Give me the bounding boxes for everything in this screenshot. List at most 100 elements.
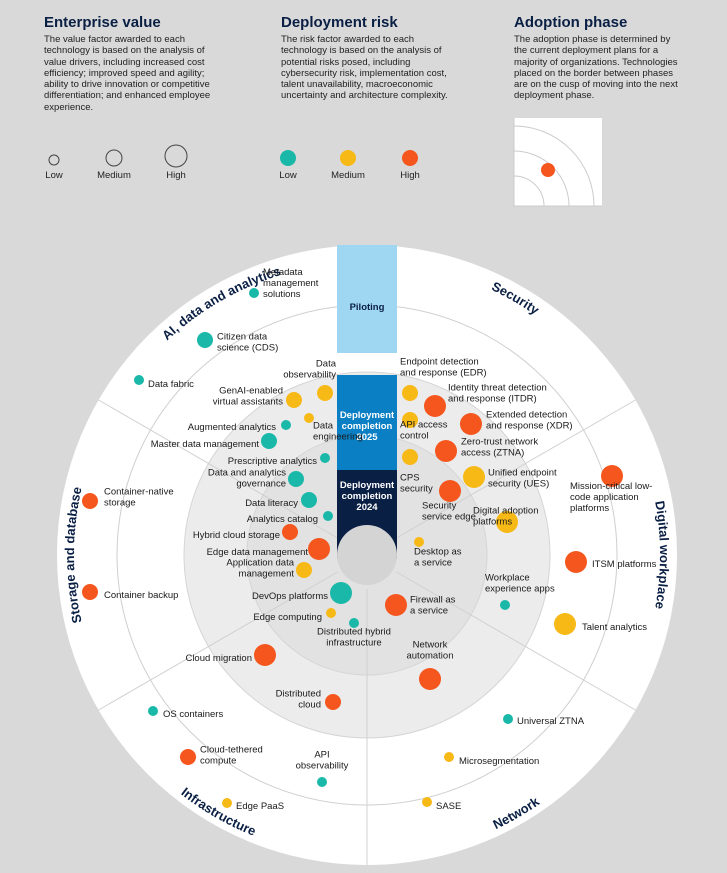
label-data-observability: Data observability — [283, 359, 337, 381]
label-line: Analytics catalog — [247, 514, 318, 525]
phase-label-line: completion — [342, 421, 393, 432]
value-high-label: High — [166, 170, 186, 181]
label-line: Firewall as — [410, 595, 456, 606]
label-line: SASE — [436, 801, 461, 812]
risk-low-circle — [280, 150, 296, 166]
label-data-engineering: Data engineering — [313, 421, 363, 443]
dot-hybrid-cloud-storage — [282, 524, 298, 540]
dot-data-literacy — [301, 492, 317, 508]
label-edge-paas: Edge PaaS — [236, 801, 284, 812]
label-line: Zero-trust network — [461, 437, 538, 448]
dot-firewall-as-a-service — [385, 594, 407, 616]
label-line: Data literacy — [245, 498, 298, 509]
label-line: Edge data management — [207, 547, 309, 558]
label-desktop-as-a-service: Desktop as a service — [414, 547, 462, 569]
value-medium-circle — [105, 149, 123, 167]
dot-metadata-management-solutions — [249, 288, 259, 298]
label-line: Data and analytics — [208, 468, 286, 479]
label-line: a service — [414, 558, 452, 569]
dot-api-access-control — [402, 412, 418, 428]
label-line: cloud — [298, 700, 321, 711]
label-line: infrastructure — [326, 638, 381, 649]
dot-edge-computing — [326, 608, 336, 618]
label-line: Endpoint detection — [400, 357, 479, 368]
label-line: Cloud migration — [185, 653, 252, 664]
label-line: Metadata — [263, 267, 303, 278]
sector-divider — [396, 399, 636, 539]
sector-divider — [98, 571, 338, 711]
dot-extended-detection-and-response-xdr — [460, 413, 482, 435]
label-firewall-as-a-service: Firewall as a service — [410, 595, 456, 617]
label-line: Microsegmentation — [459, 756, 539, 767]
phase-example-axis — [513, 118, 602, 207]
legend-deployment-risk: Deployment risk The risk factor awarded … — [281, 14, 459, 102]
label-line: automation — [406, 651, 453, 662]
label-line: DevOps platforms — [252, 591, 328, 602]
label-line: Hybrid cloud storage — [193, 530, 280, 541]
label-line: experience apps — [485, 584, 555, 595]
label-universal-ztna: Universal ZTNA — [517, 716, 585, 727]
dot-master-data-management — [261, 433, 277, 449]
label-endpoint-detection-and-response-edr: Endpoint detection and response (EDR) — [400, 357, 487, 379]
label-mission-critical-low-code-application-platforms: Mission-critical low-code application pla… — [570, 481, 652, 514]
label-line: management — [263, 278, 319, 289]
dot-zero-trust-network-access-ztna — [435, 440, 457, 462]
phase-example-arc — [513, 175, 545, 207]
dot-devops-platforms — [330, 582, 352, 604]
value-low-circle — [48, 154, 60, 166]
dot-itsm-platforms — [565, 551, 587, 573]
label-line: Edge computing — [253, 612, 322, 623]
label-unified-endpoint-security-ues: Unified endpoint security (UES) — [488, 468, 557, 490]
label-line: Augmented analytics — [188, 422, 276, 433]
label-devops-platforms: DevOps platforms — [252, 591, 328, 602]
dot-augmented-analytics — [281, 420, 291, 430]
value-low-label: Low — [45, 170, 63, 181]
phase-label-line: completion — [342, 491, 393, 502]
phase-label: Deployment completion 2025 — [340, 410, 395, 443]
label-zero-trust-network-access-ztna: Zero-trust network access (ZTNA) — [461, 437, 538, 459]
label-talent-analytics: Talent analytics — [582, 622, 647, 633]
label-line: solutions — [263, 289, 301, 300]
dot-cps-security — [402, 449, 418, 465]
label-line: Cloud-tethered — [200, 745, 263, 756]
label-line: management — [239, 569, 295, 580]
sector-divider — [396, 571, 636, 711]
label-line: Mission-critical low- — [570, 481, 652, 492]
label-data-and-analytics-governance: Data and analytics governance — [208, 468, 286, 490]
legend-title: Adoption phase — [514, 14, 628, 31]
legend-title: Enterprise value — [44, 14, 161, 31]
label-line: platforms — [473, 517, 512, 528]
label-distributed-cloud: Distributed cloud — [276, 689, 321, 711]
label-sase: SASE — [436, 801, 461, 812]
dot-analytics-catalog — [323, 511, 333, 521]
label-line: OS containers — [163, 709, 223, 720]
label-line: and response (EDR) — [400, 368, 487, 379]
label-line: engineering — [313, 432, 363, 443]
phase-example-box — [514, 118, 602, 206]
phase-label-line: 2024 — [356, 502, 378, 513]
dot-os-containers — [148, 706, 158, 716]
dot-digital-adoption-platforms — [496, 511, 518, 533]
label-citizen-data-science-cds: Citizen data science (CDS) — [217, 332, 278, 354]
label-line: Data fabric — [148, 379, 194, 390]
dot-distributed-hybrid-infrastructure — [349, 618, 359, 628]
dot-universal-ztna — [503, 714, 513, 724]
dot-data-and-analytics-governance — [288, 471, 304, 487]
dot-application-data-management — [296, 562, 312, 578]
sector-divider — [98, 399, 338, 539]
label-workplace-experience-apps: Workplace experience apps — [485, 573, 555, 595]
legend-enterprise-value: Enterprise value The value factor awarde… — [44, 14, 214, 113]
label-line: Security — [422, 501, 457, 512]
dot-talent-analytics — [554, 613, 576, 635]
label-distributed-hybrid-infrastructure: Distributed hybrid infrastructure — [317, 627, 391, 649]
label-line: Master data management — [151, 439, 260, 450]
dot-api-observability — [317, 777, 327, 787]
dot-edge-data-management — [308, 538, 330, 560]
label-edge-data-management: Edge data management — [207, 547, 309, 558]
label-line: observability — [283, 370, 336, 381]
dot-container-native-storage — [82, 493, 98, 509]
label-metadata-management-solutions: Metadata management solutions — [263, 267, 319, 300]
label-line: access (ZTNA) — [461, 448, 524, 459]
label-line: Citizen data — [217, 332, 268, 343]
